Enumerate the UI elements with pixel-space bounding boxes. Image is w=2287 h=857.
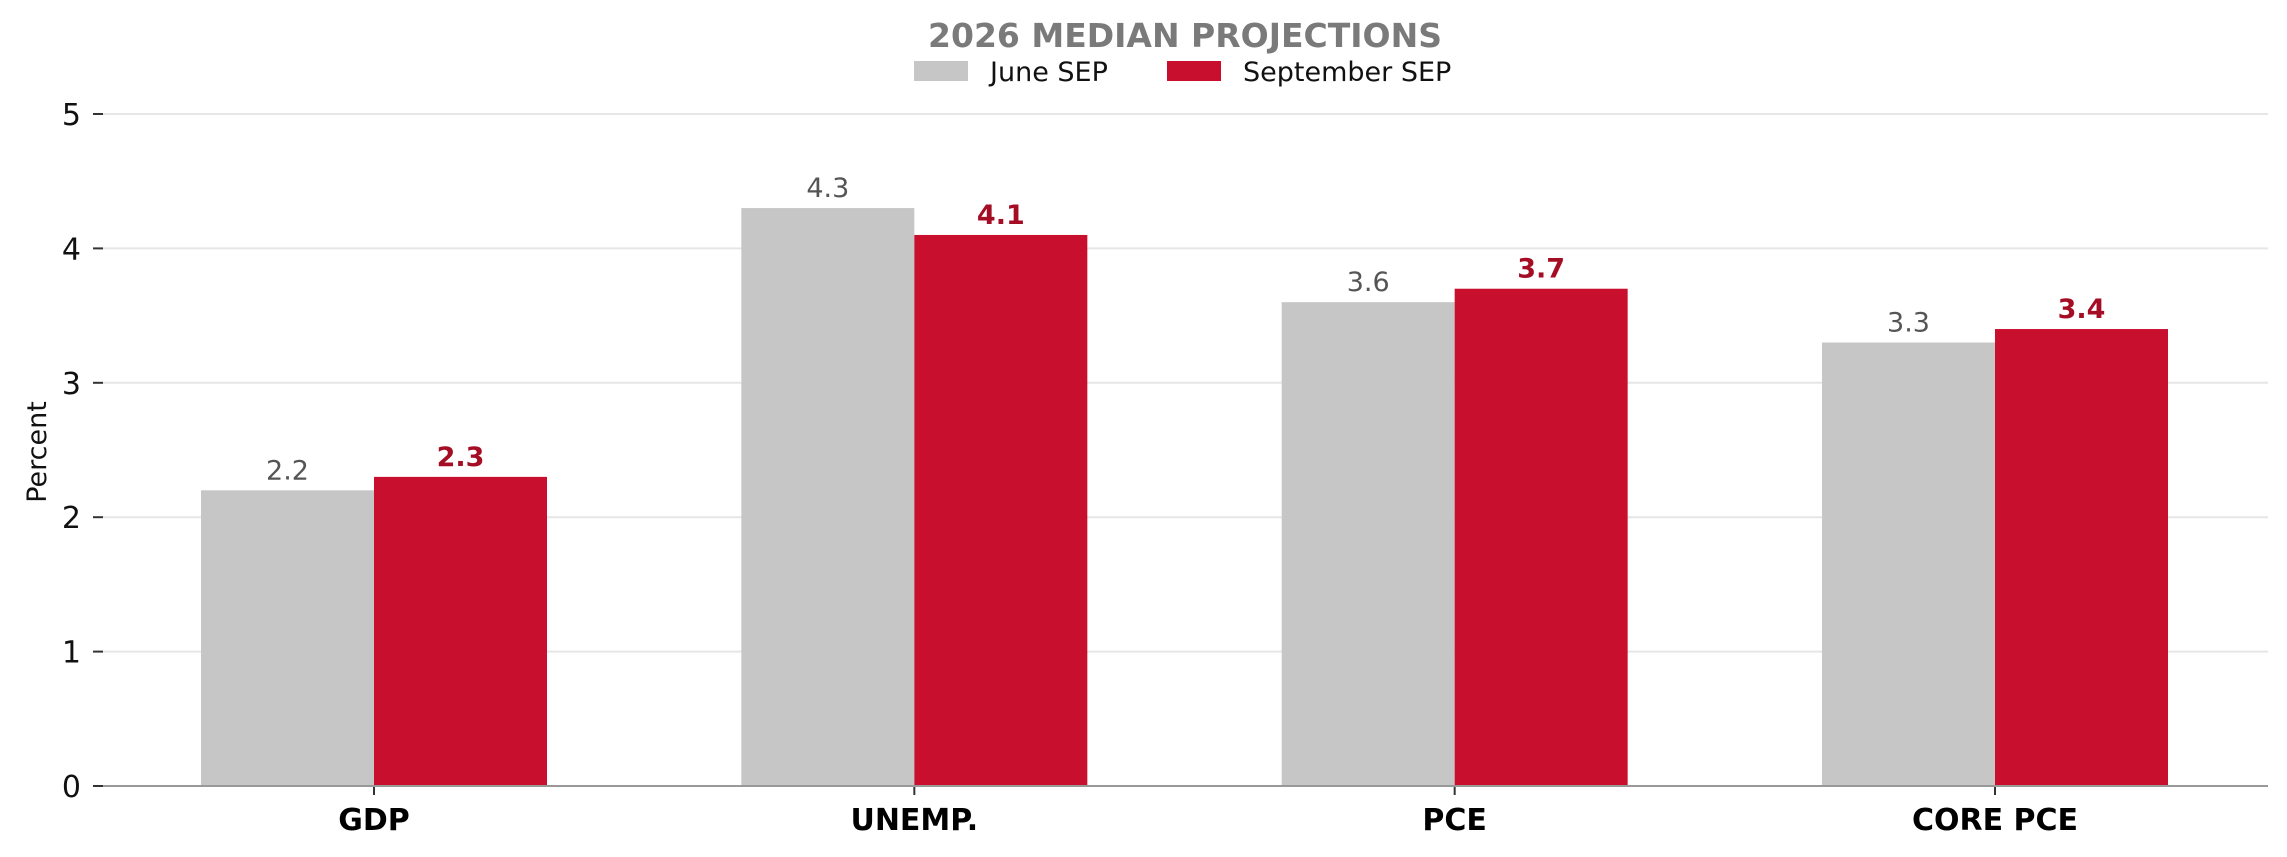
legend-label-september: September SEP xyxy=(1243,57,1451,88)
value-label-june: 3.3 xyxy=(1887,307,1930,338)
y-tick-label: 5 xyxy=(62,98,81,133)
bar-september xyxy=(374,476,547,786)
y-axis: 0 1 2 3 4 5 xyxy=(62,98,103,805)
bar-june xyxy=(1281,302,1455,786)
x-tick-label: UNEMP. xyxy=(850,803,978,838)
value-label-september: 3.4 xyxy=(2058,294,2106,325)
legend-label-june: June SEP xyxy=(988,57,1108,88)
bar-june xyxy=(201,490,374,786)
value-labels: 2.2 2.3 4.3 4.1 3.6 3.7 3.3 3.4 xyxy=(266,173,2105,486)
y-tick-label: 3 xyxy=(62,367,81,402)
x-axis: GDP UNEMP. PCE CORE PCE xyxy=(103,785,2268,838)
x-tick-label: PCE xyxy=(1422,803,1487,838)
bars xyxy=(201,208,2168,786)
x-tick-label: CORE PCE xyxy=(1912,803,2078,838)
x-tick-label: GDP xyxy=(338,803,410,838)
value-label-june: 4.3 xyxy=(806,173,849,204)
value-label-june: 2.2 xyxy=(266,455,309,486)
value-label-september: 3.7 xyxy=(1517,254,1565,285)
legend: June SEP September SEP xyxy=(914,57,1451,88)
value-label-june: 3.6 xyxy=(1347,267,1390,298)
y-axis-label: Percent xyxy=(22,401,53,503)
y-tick-label: 4 xyxy=(62,232,81,267)
legend-swatch-june xyxy=(914,61,968,81)
bar-september xyxy=(1995,329,2168,786)
y-tick-label: 2 xyxy=(62,501,81,536)
legend-swatch-september xyxy=(1167,61,1221,81)
value-label-september: 2.3 xyxy=(437,442,485,473)
value-label-september: 4.1 xyxy=(977,200,1025,231)
bar-september xyxy=(1454,288,1628,786)
bar-june xyxy=(1822,342,1995,786)
chart-title: 2026 MEDIAN PROJECTIONS xyxy=(928,16,1442,55)
y-tick-label: 1 xyxy=(62,636,81,671)
y-tick-label: 0 xyxy=(62,770,81,805)
bar-september xyxy=(914,234,1088,786)
bar-june xyxy=(741,208,915,786)
